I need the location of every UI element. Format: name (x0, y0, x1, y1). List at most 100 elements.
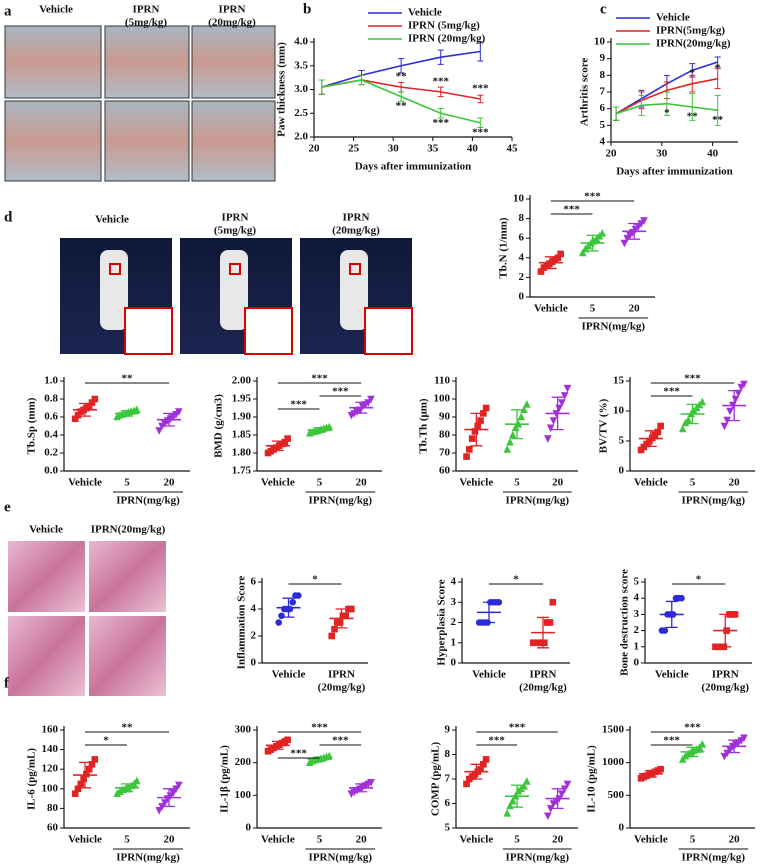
point (328, 632, 335, 640)
column-label: IPRN (222, 212, 249, 224)
point (698, 397, 707, 406)
y-tick-label: 9 (600, 52, 606, 64)
photo (191, 100, 276, 182)
point (85, 402, 93, 410)
y-tick-label: 8 (445, 748, 451, 760)
group-label: IPRN(mg/kg) (309, 852, 373, 864)
y-tick-label: 2 (634, 624, 640, 636)
point (537, 268, 545, 275)
panel-label: f (4, 675, 10, 691)
photo (89, 616, 166, 696)
error-bar (477, 41, 484, 62)
point (549, 598, 557, 606)
point (657, 422, 664, 430)
y-tick-label: 10 (594, 36, 606, 48)
point (557, 250, 564, 258)
point (546, 619, 554, 626)
sd-bar (470, 763, 483, 780)
x-tick-label: 40 (467, 143, 479, 155)
x-tick-label: 5 (124, 477, 130, 489)
y-tick-label: 0 (246, 822, 252, 834)
significance: *** (472, 83, 489, 95)
significance: ** (712, 114, 724, 126)
point (509, 796, 517, 805)
y-tick-label: 6 (600, 102, 606, 114)
photo (8, 541, 85, 612)
group-label: IPRN(mg/kg) (582, 321, 646, 333)
sd-bar (551, 396, 564, 431)
significance: *** (311, 722, 328, 734)
significance: *** (663, 386, 680, 398)
y-tick-label: 7 (445, 773, 451, 785)
point (740, 734, 748, 743)
y-tick-label: 100 (235, 789, 252, 801)
significance: * (664, 107, 670, 119)
micro-ct-images (60, 238, 413, 355)
point (295, 592, 302, 599)
y-tick-label: 100 (42, 782, 59, 794)
significance: *** (684, 373, 701, 385)
sd-bar (335, 608, 348, 629)
point (560, 392, 569, 400)
significance: ** (687, 111, 699, 123)
x-tick-label: 5 (317, 834, 323, 846)
sd-bar (551, 788, 564, 810)
y-tick-label: 4 (600, 136, 606, 148)
sd-bar (686, 746, 699, 758)
y-tick-label: 0.6 (44, 411, 58, 423)
panel-label: e (4, 499, 11, 515)
y-tick-label: 7 (600, 86, 606, 98)
sd-bar (163, 412, 175, 427)
x-tick-label: Vehicle (634, 477, 668, 489)
x-tick-label: 20 (729, 834, 741, 846)
x-tick-label: 20 (606, 148, 618, 160)
x-tick-label: (20mg/kg) (701, 682, 749, 694)
point (155, 807, 163, 815)
error-bar (437, 86, 444, 98)
x-tick-label: (20mg/kg) (318, 682, 366, 694)
y-tick-label: 5 (619, 435, 625, 447)
y-tick-label: 80 (439, 429, 451, 441)
point (367, 395, 375, 404)
sd-bar (121, 410, 133, 417)
point (367, 778, 375, 787)
x-tick-label: IPRN (530, 669, 557, 681)
point (284, 736, 291, 744)
x-tick-label: Vehicle (472, 669, 506, 681)
sd-bar (355, 401, 368, 414)
x-tick-label: IPRN (712, 669, 739, 681)
point (678, 424, 687, 433)
significance: * (312, 574, 318, 586)
x-tick-label: Vehicle (68, 834, 102, 846)
y-tick-label: 0 (634, 657, 640, 669)
point (558, 790, 566, 798)
point (77, 780, 85, 788)
column-label: Vehicle (95, 214, 129, 226)
point (88, 399, 96, 406)
point (509, 430, 517, 439)
y-tick-label: 300 (235, 724, 252, 736)
sd-bar (355, 783, 368, 793)
sd-bar (644, 430, 657, 448)
sd-bar (271, 740, 284, 750)
point (466, 446, 473, 453)
y-tick-label: 5 (600, 119, 606, 131)
point (91, 756, 99, 763)
panel-label: b (303, 1, 311, 17)
y-tick-label: 9 (445, 724, 451, 736)
y-tick-label: 8 (600, 69, 606, 81)
x-tick-label: 25 (348, 143, 360, 155)
sd-bar (544, 256, 557, 270)
y-tick-label: 120 (42, 763, 59, 775)
point (74, 785, 82, 793)
legend-label: IPRN(5mg/kg) (656, 25, 725, 37)
point (480, 410, 487, 417)
sd-bar (313, 427, 326, 433)
photo (4, 100, 102, 182)
significance: ** (396, 71, 408, 83)
y-tick-label: 1 (634, 640, 640, 652)
error-bar (714, 94, 721, 126)
x-tick-label: 5 (514, 477, 520, 489)
point (133, 405, 141, 414)
y-axis-label: IL-10 (pg/mL) (586, 745, 598, 813)
